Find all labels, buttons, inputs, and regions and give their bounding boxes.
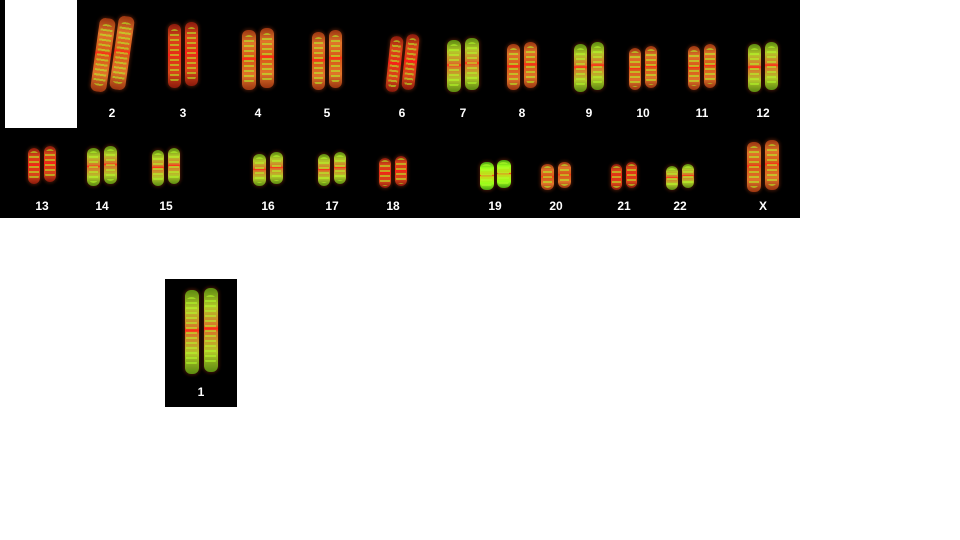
chromatid [748, 44, 761, 92]
chromatid [629, 48, 641, 90]
chromatid [496, 160, 511, 188]
chromosome-label: 19 [488, 199, 502, 213]
chromosome-label: 17 [325, 199, 339, 213]
chromatid [168, 24, 181, 88]
chromatid [682, 164, 694, 188]
chromosome-label: 9 [585, 106, 593, 120]
chromosome-pair-21: 21 [606, 162, 642, 215]
chromatid [574, 44, 587, 92]
chromatid [704, 44, 716, 88]
chromosome-label: 22 [673, 199, 687, 213]
chromosome-label: 6 [398, 106, 406, 120]
chromosome-pair-17: 17 [313, 152, 351, 215]
chromosome-pair-4: 4 [237, 28, 279, 122]
chromosome-label: 18 [386, 199, 400, 213]
chromosome-label: X [758, 199, 767, 213]
chromosome-pair-10: 10 [624, 46, 662, 122]
chromatid [400, 33, 420, 91]
chromosome-label: 12 [756, 106, 770, 120]
chromatid [591, 42, 604, 90]
chromatid [152, 150, 164, 186]
chromatid [379, 158, 391, 188]
chromosome-pair-5: 5 [307, 30, 347, 122]
chromosome-pair-x: X [742, 140, 784, 215]
chromosome-label: 10 [636, 106, 650, 120]
chromosome-label: 11 [695, 106, 709, 120]
chromatid [270, 152, 283, 184]
chromatid [253, 154, 266, 186]
chromosome-pair-9: 9 [569, 42, 609, 122]
chromatid [395, 156, 407, 186]
chromosome-label: 14 [95, 199, 109, 213]
chromosome-pair-7: 7 [442, 38, 484, 122]
chromatid [384, 35, 404, 93]
chromosome-pair-1: 1 [180, 288, 223, 401]
chromosome-label: 4 [254, 106, 262, 120]
chromatid [765, 42, 778, 90]
chromatid [184, 290, 199, 374]
chromosome-pair-14: 14 [82, 146, 122, 215]
chromatid [465, 38, 479, 90]
empty-chromosome-1-slot [5, 0, 77, 128]
chromatid [626, 162, 637, 188]
chromosome-pair-16: 16 [248, 152, 288, 215]
chromosome-1-inset [165, 279, 237, 407]
chromosome-pair-8: 8 [502, 42, 542, 122]
chromosome-pair-18: 18 [374, 156, 412, 215]
chromosome-pair-12: 12 [743, 42, 783, 122]
chromatid [524, 42, 537, 88]
chromosome-label: 1 [197, 385, 205, 399]
chromosome-pair-3: 3 [163, 22, 203, 122]
chromosome-label: 3 [179, 106, 187, 120]
chromosome-pair-2: 2 [89, 15, 135, 122]
chromatid [688, 46, 700, 90]
chromatid [329, 30, 342, 88]
chromosome-label: 7 [459, 106, 467, 120]
chromatid [541, 164, 554, 190]
chromatid [318, 154, 330, 186]
chromatid [645, 46, 657, 88]
chromatid [203, 288, 218, 372]
chromosome-pair-22: 22 [661, 164, 699, 215]
chromosome-pair-11: 11 [683, 44, 721, 122]
chromosome-pair-13: 13 [23, 146, 61, 215]
chromatid [312, 32, 325, 90]
chromatid [242, 30, 256, 90]
chromatid [44, 146, 56, 182]
chromatid [28, 148, 40, 184]
chromosome-label: 5 [323, 106, 331, 120]
chromosome-pair-19: 19 [475, 160, 516, 215]
chromosome-label: 16 [261, 199, 275, 213]
chromosome-label: 2 [108, 106, 116, 120]
chromosome-pair-15: 15 [147, 148, 185, 215]
chromosome-pair-6: 6 [383, 33, 422, 122]
chromatid [747, 142, 761, 192]
chromatid [611, 164, 622, 190]
chromosome-label: 20 [549, 199, 563, 213]
chromatid [765, 140, 779, 190]
chromatid [185, 22, 198, 86]
chromosome-label: 13 [35, 199, 49, 213]
chromatid [447, 40, 461, 92]
chromatid [666, 166, 678, 190]
chromatid [479, 162, 494, 190]
chromatid [87, 148, 100, 186]
chromatid [334, 152, 346, 184]
chromatid [260, 28, 274, 88]
chromosome-label: 15 [159, 199, 173, 213]
chromatid [558, 162, 571, 188]
chromosome-pair-20: 20 [536, 162, 576, 215]
chromatid [104, 146, 117, 184]
chromatid [507, 44, 520, 90]
chromosome-label: 21 [617, 199, 631, 213]
chromatid [168, 148, 180, 184]
chromosome-label: 8 [518, 106, 526, 120]
